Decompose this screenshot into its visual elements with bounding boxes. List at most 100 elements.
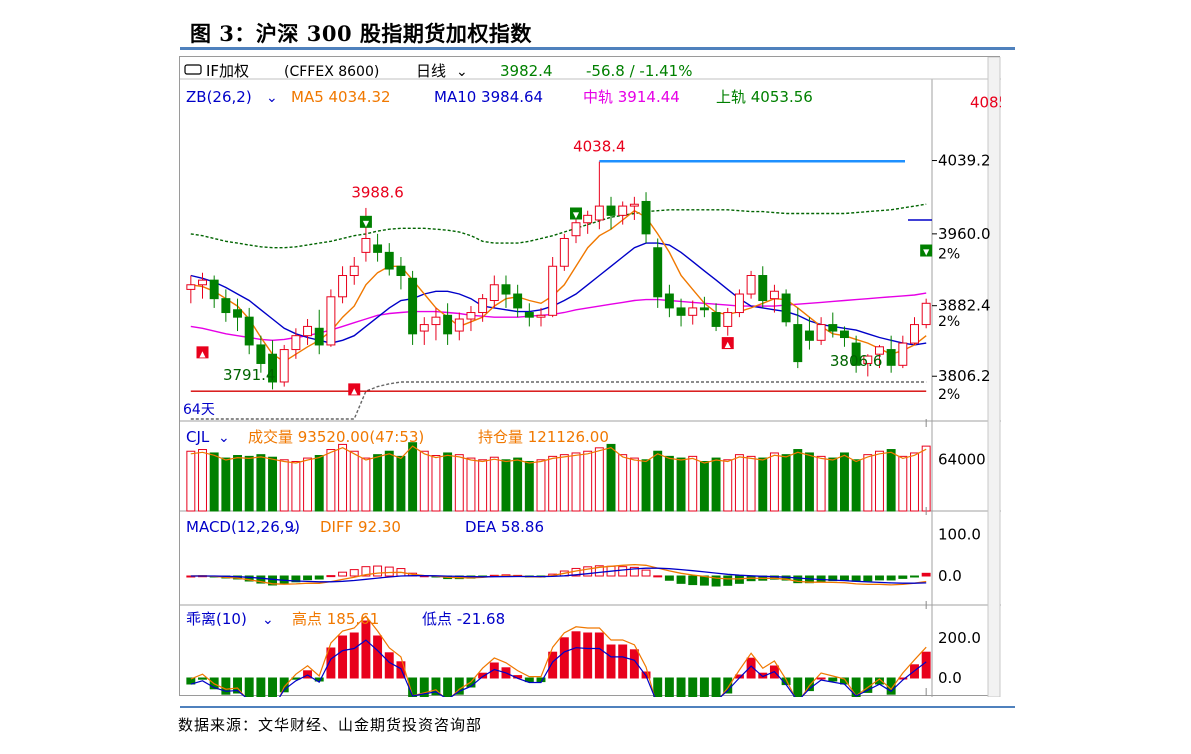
volume-bar[interactable] bbox=[536, 459, 546, 512]
macd-histogram-bar[interactable] bbox=[734, 575, 744, 584]
candle[interactable] bbox=[524, 312, 534, 318]
volume-bar[interactable] bbox=[198, 449, 207, 512]
macd-histogram-bar[interactable] bbox=[886, 575, 896, 581]
volume-bar[interactable] bbox=[209, 452, 219, 512]
candle[interactable] bbox=[863, 355, 873, 364]
candle[interactable] bbox=[769, 290, 779, 300]
bias-histogram-bar[interactable] bbox=[746, 657, 756, 679]
bias-histogram-bar[interactable] bbox=[419, 677, 429, 697]
bias-histogram-bar[interactable] bbox=[338, 635, 348, 679]
volume-bar[interactable] bbox=[816, 455, 826, 512]
candle[interactable] bbox=[653, 247, 663, 298]
bias-histogram-bar[interactable] bbox=[606, 644, 616, 679]
macd-histogram-bar[interactable] bbox=[594, 565, 604, 577]
candle[interactable] bbox=[419, 324, 429, 332]
candle[interactable] bbox=[583, 214, 593, 224]
bias-histogram-bar[interactable] bbox=[571, 631, 581, 679]
volume-bar[interactable] bbox=[419, 450, 429, 512]
macd-histogram-bar[interactable] bbox=[676, 575, 686, 584]
volume-bar[interactable] bbox=[910, 452, 919, 512]
volume-bar[interactable] bbox=[349, 450, 359, 512]
bias-histogram-bar[interactable] bbox=[804, 677, 814, 692]
macd-histogram-bar[interactable] bbox=[875, 575, 884, 581]
volume-bar[interactable] bbox=[594, 447, 604, 512]
bias-histogram-bar[interactable] bbox=[688, 677, 698, 697]
macd-histogram-bar[interactable] bbox=[361, 566, 371, 577]
macd-histogram-bar[interactable] bbox=[268, 575, 278, 586]
candle[interactable] bbox=[781, 293, 791, 323]
candle[interactable] bbox=[478, 298, 488, 314]
bias-histogram-bar[interactable] bbox=[548, 651, 558, 679]
bias-histogram-bar[interactable] bbox=[594, 632, 604, 679]
candle[interactable] bbox=[816, 324, 826, 341]
bias-histogram-bar[interactable] bbox=[793, 677, 803, 697]
candle[interactable] bbox=[758, 275, 768, 302]
volume-bar[interactable] bbox=[524, 460, 534, 512]
bias-histogram-bar[interactable] bbox=[349, 632, 359, 679]
volume-bar[interactable] bbox=[676, 457, 686, 512]
candle[interactable] bbox=[408, 277, 418, 335]
volume-bar[interactable] bbox=[804, 452, 814, 512]
bias-histogram-bar[interactable] bbox=[326, 647, 336, 679]
candle[interactable] bbox=[303, 325, 313, 337]
bias-histogram-bar[interactable] bbox=[361, 620, 371, 679]
volume-bar[interactable] bbox=[256, 454, 266, 512]
candle[interactable] bbox=[466, 312, 476, 320]
candle[interactable] bbox=[361, 237, 371, 253]
volume-bar[interactable] bbox=[291, 460, 301, 512]
volume-bar[interactable] bbox=[361, 457, 371, 512]
volume-bar[interactable] bbox=[186, 450, 196, 512]
volume-bar[interactable] bbox=[338, 443, 348, 512]
volume-bar[interactable] bbox=[384, 450, 394, 512]
bias-histogram-bar[interactable] bbox=[373, 635, 383, 679]
macd-histogram-bar[interactable] bbox=[244, 575, 254, 582]
macd-histogram-bar[interactable] bbox=[851, 575, 861, 582]
volume-bar[interactable] bbox=[303, 457, 313, 512]
volume-bar[interactable] bbox=[489, 456, 499, 512]
bias-histogram-bar[interactable] bbox=[676, 677, 686, 697]
volume-bar[interactable] bbox=[244, 455, 254, 512]
volume-bar[interactable] bbox=[408, 442, 418, 512]
candle[interactable] bbox=[513, 293, 523, 309]
volume-bar[interactable] bbox=[734, 454, 744, 512]
candle[interactable] bbox=[606, 205, 616, 216]
volume-bar[interactable] bbox=[478, 459, 488, 512]
bias-histogram-bar[interactable] bbox=[431, 677, 441, 696]
candle[interactable] bbox=[898, 342, 908, 366]
bias-histogram-bar[interactable] bbox=[711, 677, 721, 697]
volume-bar[interactable] bbox=[443, 452, 453, 512]
bias-histogram-bar[interactable] bbox=[629, 649, 639, 679]
candle[interactable] bbox=[676, 307, 686, 316]
volume-bar[interactable] bbox=[839, 452, 849, 512]
volume-bar[interactable] bbox=[396, 455, 406, 512]
volume-bar[interactable] bbox=[769, 452, 779, 512]
bias-histogram-bar[interactable] bbox=[279, 677, 289, 693]
volume-bar[interactable] bbox=[828, 457, 838, 512]
candle[interactable] bbox=[536, 314, 546, 318]
candle[interactable] bbox=[711, 312, 721, 327]
candle[interactable] bbox=[326, 296, 336, 346]
macd-histogram-bar[interactable] bbox=[910, 575, 919, 578]
candle[interactable] bbox=[454, 318, 464, 332]
candle[interactable] bbox=[618, 205, 628, 216]
bias-histogram-bar[interactable] bbox=[524, 677, 534, 683]
macd-histogram-bar[interactable] bbox=[921, 572, 931, 577]
volume-bar[interactable] bbox=[723, 459, 733, 512]
macd-histogram-bar[interactable] bbox=[793, 575, 803, 584]
candle[interactable] bbox=[268, 353, 278, 383]
volume-bar[interactable] bbox=[571, 452, 581, 512]
macd-histogram-bar[interactable] bbox=[711, 575, 721, 587]
candle[interactable] bbox=[291, 335, 301, 351]
volume-bar[interactable] bbox=[875, 450, 884, 512]
bias-histogram-bar[interactable] bbox=[221, 677, 231, 695]
bias-histogram-bar[interactable] bbox=[653, 677, 663, 697]
bias-histogram-bar[interactable] bbox=[559, 637, 569, 679]
macd-histogram-bar[interactable] bbox=[256, 575, 266, 584]
candle[interactable] bbox=[198, 279, 207, 286]
candle[interactable] bbox=[793, 324, 803, 363]
candle[interactable] bbox=[279, 349, 289, 383]
macd-histogram-bar[interactable] bbox=[326, 575, 336, 578]
candle[interactable] bbox=[431, 316, 441, 326]
bias-histogram-bar[interactable] bbox=[256, 677, 266, 697]
candle[interactable] bbox=[233, 309, 242, 318]
